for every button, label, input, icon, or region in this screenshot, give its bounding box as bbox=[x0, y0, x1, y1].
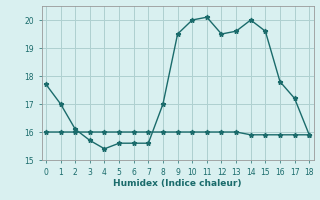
X-axis label: Humidex (Indice chaleur): Humidex (Indice chaleur) bbox=[113, 179, 242, 188]
